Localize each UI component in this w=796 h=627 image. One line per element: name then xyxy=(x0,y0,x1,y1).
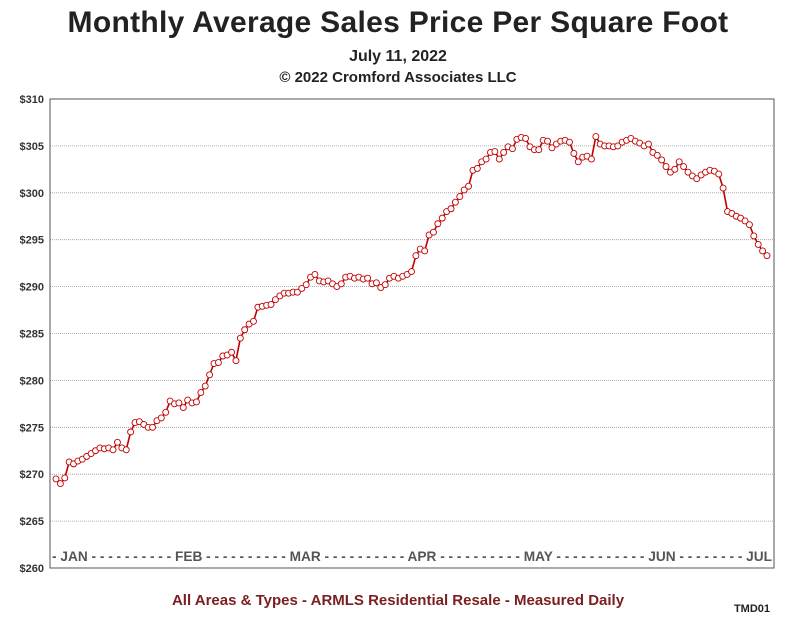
data-point xyxy=(408,268,415,276)
data-point xyxy=(421,247,429,255)
data-point xyxy=(113,438,121,446)
chart-footnote: All Areas & Types - ARMLS Residential Re… xyxy=(171,592,625,609)
data-point xyxy=(241,326,249,334)
chart-code: TMD01 xyxy=(733,603,770,615)
data-point xyxy=(302,281,310,289)
y-tick-label: $300 xyxy=(20,188,44,200)
data-point xyxy=(495,155,503,163)
plot-border xyxy=(49,98,775,569)
data-point xyxy=(122,446,130,454)
data-point xyxy=(250,317,257,325)
data-point xyxy=(763,252,771,260)
data-point xyxy=(149,423,157,431)
data-point xyxy=(465,182,473,190)
chart-date: July 11, 2022 xyxy=(349,48,447,65)
data-point xyxy=(741,217,749,225)
data-point xyxy=(500,149,508,156)
y-tick-label: $260 xyxy=(20,563,44,575)
data-point xyxy=(293,288,301,296)
y-tick-label: $275 xyxy=(20,422,44,434)
data-point xyxy=(715,170,723,178)
data-point xyxy=(364,274,372,282)
data-point xyxy=(175,399,183,407)
data-point xyxy=(566,138,573,146)
y-tick-label: $305 xyxy=(20,141,44,153)
data-point xyxy=(693,175,701,183)
data-point xyxy=(52,475,60,483)
data-point xyxy=(56,480,64,488)
data-point xyxy=(456,193,464,201)
data-point xyxy=(653,151,661,159)
series-line xyxy=(55,134,768,485)
data-point xyxy=(109,446,117,454)
data-point xyxy=(491,148,499,155)
data-point xyxy=(311,270,319,278)
y-tick-label: $280 xyxy=(20,375,44,387)
data-point xyxy=(750,232,758,240)
data-point xyxy=(671,165,679,173)
y-tick-label: $285 xyxy=(20,329,44,341)
data-point xyxy=(680,163,688,170)
data-point xyxy=(574,158,582,166)
data-point xyxy=(434,220,442,228)
data-point xyxy=(473,164,481,172)
grid-lines xyxy=(50,145,774,522)
data-point xyxy=(298,285,306,292)
data-point xyxy=(228,348,236,356)
data-point xyxy=(206,371,214,379)
data-point xyxy=(192,398,200,406)
data-point xyxy=(645,140,652,148)
data-point xyxy=(460,186,468,194)
y-tick-label: $270 xyxy=(20,469,44,481)
data-point xyxy=(201,382,209,390)
data-point xyxy=(592,133,600,140)
data-point xyxy=(197,389,205,397)
data-point xyxy=(267,300,275,308)
data-point xyxy=(271,296,279,304)
chart-copyright: © 2022 Cromford Associates LLC xyxy=(279,69,517,86)
y-tick-label: $310 xyxy=(20,94,44,106)
data-point xyxy=(429,228,437,236)
y-axis-ticks: $260 $265 $270 $275 $280 $285 $290 $295 $300 $305… xyxy=(20,94,44,575)
data-point xyxy=(662,163,670,170)
data-point xyxy=(412,252,420,260)
data-point xyxy=(658,156,666,164)
data-point xyxy=(614,142,622,150)
data-point xyxy=(372,279,380,287)
data-point xyxy=(719,184,727,192)
data-point xyxy=(451,198,459,206)
y-tick-label: $295 xyxy=(20,235,44,247)
data-point xyxy=(179,404,187,412)
data-point xyxy=(535,146,543,154)
data-point xyxy=(482,155,490,163)
data-point xyxy=(548,144,556,152)
data-point xyxy=(127,428,135,436)
data-point xyxy=(544,137,552,145)
data-point xyxy=(587,155,595,163)
data-point xyxy=(522,134,530,142)
data-point xyxy=(759,247,767,255)
data-point xyxy=(438,214,446,222)
data-point xyxy=(157,414,165,422)
y-tick-label: $265 xyxy=(20,516,44,528)
data-point xyxy=(754,240,762,248)
chart-title: Monthly Average Sales Price Per Square F… xyxy=(67,6,729,39)
data-point xyxy=(447,205,455,213)
data-point xyxy=(61,474,69,482)
data-point xyxy=(675,158,683,166)
x-axis-month-labels: - JAN - - - - - - - - - - FEB - - - - - … xyxy=(52,548,772,564)
data-point xyxy=(337,280,345,288)
data-point xyxy=(570,149,578,157)
data-point xyxy=(745,221,753,229)
data-point xyxy=(684,168,692,176)
series-markers xyxy=(52,133,771,488)
data-point xyxy=(162,408,170,416)
y-tick-label: $290 xyxy=(20,282,44,294)
data-point xyxy=(232,357,240,365)
data-point xyxy=(508,145,516,153)
data-point xyxy=(214,359,222,367)
data-point xyxy=(236,334,244,342)
data-point xyxy=(381,281,389,289)
